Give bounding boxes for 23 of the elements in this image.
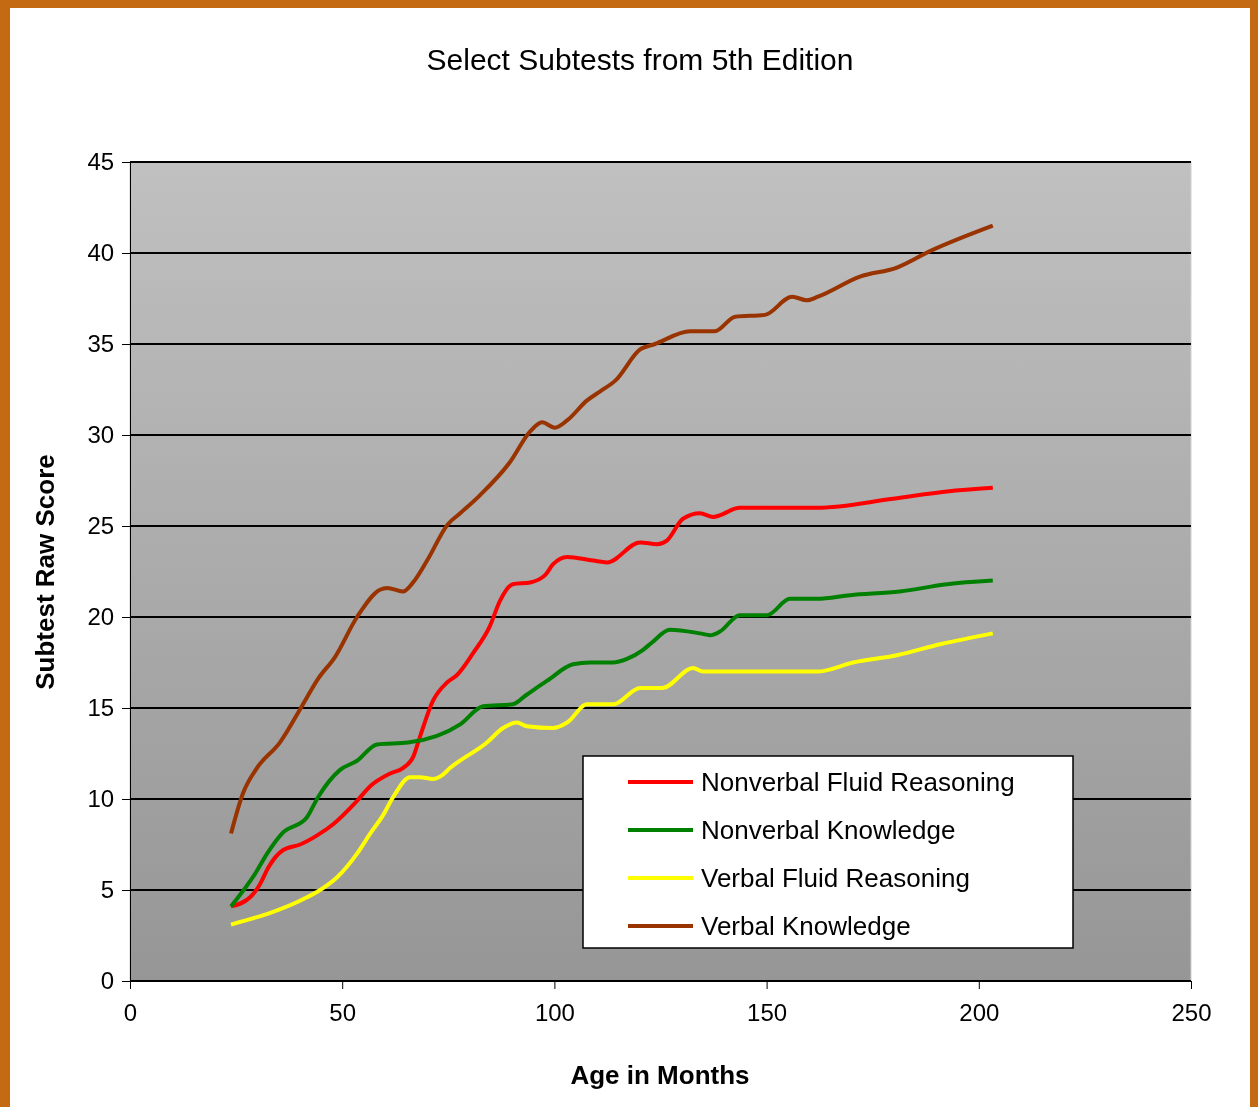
y-tick-label: 30 [87,421,115,449]
y-tick-label: 35 [87,330,115,358]
y-tick-label: 40 [87,239,115,267]
y-tick-label: 20 [87,603,115,631]
y-tick-label: 45 [87,148,115,176]
chart-title: Select Subtests from 5th Edition [426,43,854,76]
y-tick-label: 25 [87,512,115,540]
legend-label: Nonverbal Fluid Reasoning [701,767,1015,797]
legend-label: Verbal Knowledge [701,911,911,941]
x-tick-label: 100 [534,998,575,1026]
y-axis-title: Subtest Raw Score [30,454,60,690]
legend-label: Nonverbal Knowledge [701,815,956,845]
x-tick-label: 200 [959,998,1000,1026]
y-tick-label: 5 [100,876,115,904]
x-tick-label: 50 [329,998,357,1026]
x-axis-title: Age in Months [570,1060,750,1090]
legend-label: Verbal Fluid Reasoning [701,863,970,893]
x-tick-label: 0 [123,998,138,1026]
y-tick-label: 15 [87,694,115,722]
x-tick-label: 150 [747,998,788,1026]
x-tick-label: 250 [1171,998,1212,1026]
y-tick-label: 10 [87,785,115,813]
y-tick-label: 0 [100,967,115,995]
